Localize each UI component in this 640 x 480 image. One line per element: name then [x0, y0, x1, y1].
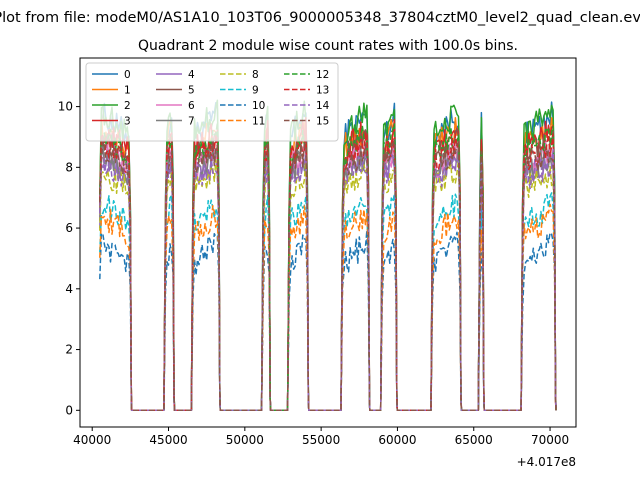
legend-label-12: 12: [316, 69, 329, 81]
legend-label-13: 13: [316, 85, 329, 97]
legend-label-9: 9: [252, 85, 259, 97]
legend-label-6: 6: [188, 100, 195, 112]
y-tick-label: 8: [65, 160, 73, 174]
legend-label-14: 14: [316, 100, 330, 112]
series-line-15: [99, 136, 557, 412]
x-tick-label: 40000: [73, 433, 111, 447]
y-tick-label: 10: [58, 100, 73, 114]
y-tick-label: 6: [65, 221, 73, 235]
x-axis: 40000 45000 50000 55000 60000 65000 70000: [73, 427, 569, 447]
legend-label-0: 0: [124, 69, 131, 81]
series-layer: [99, 99, 557, 412]
y-tick-label: 4: [65, 282, 73, 296]
legend-label-7: 7: [188, 116, 195, 128]
legend-label-2: 2: [124, 100, 131, 112]
legend-label-8: 8: [252, 69, 259, 81]
x-tick-label: 70000: [531, 433, 569, 447]
y-tick-label: 2: [65, 343, 73, 357]
legend-label-4: 4: [188, 69, 195, 81]
x-tick-label: 45000: [149, 433, 187, 447]
legend-label-1: 1: [124, 85, 131, 97]
y-tick-label: 0: [65, 403, 73, 417]
chart-suptitle: Plot from file: modeM0/AS1A10_103T06_900…: [0, 10, 640, 26]
x-tick-label: 55000: [302, 433, 340, 447]
legend-label-15: 15: [316, 116, 329, 128]
legend-label-3: 3: [124, 116, 131, 128]
legend-label-10: 10: [252, 100, 265, 112]
y-axis: 0 2 4 6 8 10: [58, 100, 80, 417]
legend-label-5: 5: [188, 85, 195, 97]
chart-title: Quadrant 2 module wise count rates with …: [138, 38, 518, 54]
x-tick-label: 65000: [455, 433, 493, 447]
plot-frame: [79, 57, 577, 428]
x-offset-label: +4.017e8: [517, 455, 576, 469]
x-tick-label: 50000: [226, 433, 264, 447]
legend-box: [85, 62, 339, 142]
legend-label-11: 11: [252, 116, 265, 128]
x-tick-label: 60000: [378, 433, 416, 447]
